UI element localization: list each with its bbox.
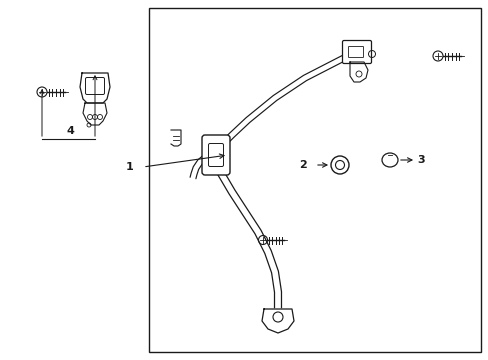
Bar [149,8,480,352]
Text: 1: 1 [125,162,133,172]
FancyBboxPatch shape [208,144,223,166]
Text: 2: 2 [299,160,306,170]
FancyBboxPatch shape [85,77,104,95]
FancyBboxPatch shape [342,41,371,63]
FancyBboxPatch shape [202,135,229,175]
Polygon shape [349,62,367,82]
Polygon shape [262,309,293,333]
Polygon shape [171,130,181,146]
Polygon shape [80,73,110,103]
Text: 4: 4 [66,126,74,136]
Ellipse shape [381,153,397,167]
Text: 3: 3 [416,155,424,165]
Polygon shape [83,103,107,125]
FancyBboxPatch shape [348,46,363,58]
